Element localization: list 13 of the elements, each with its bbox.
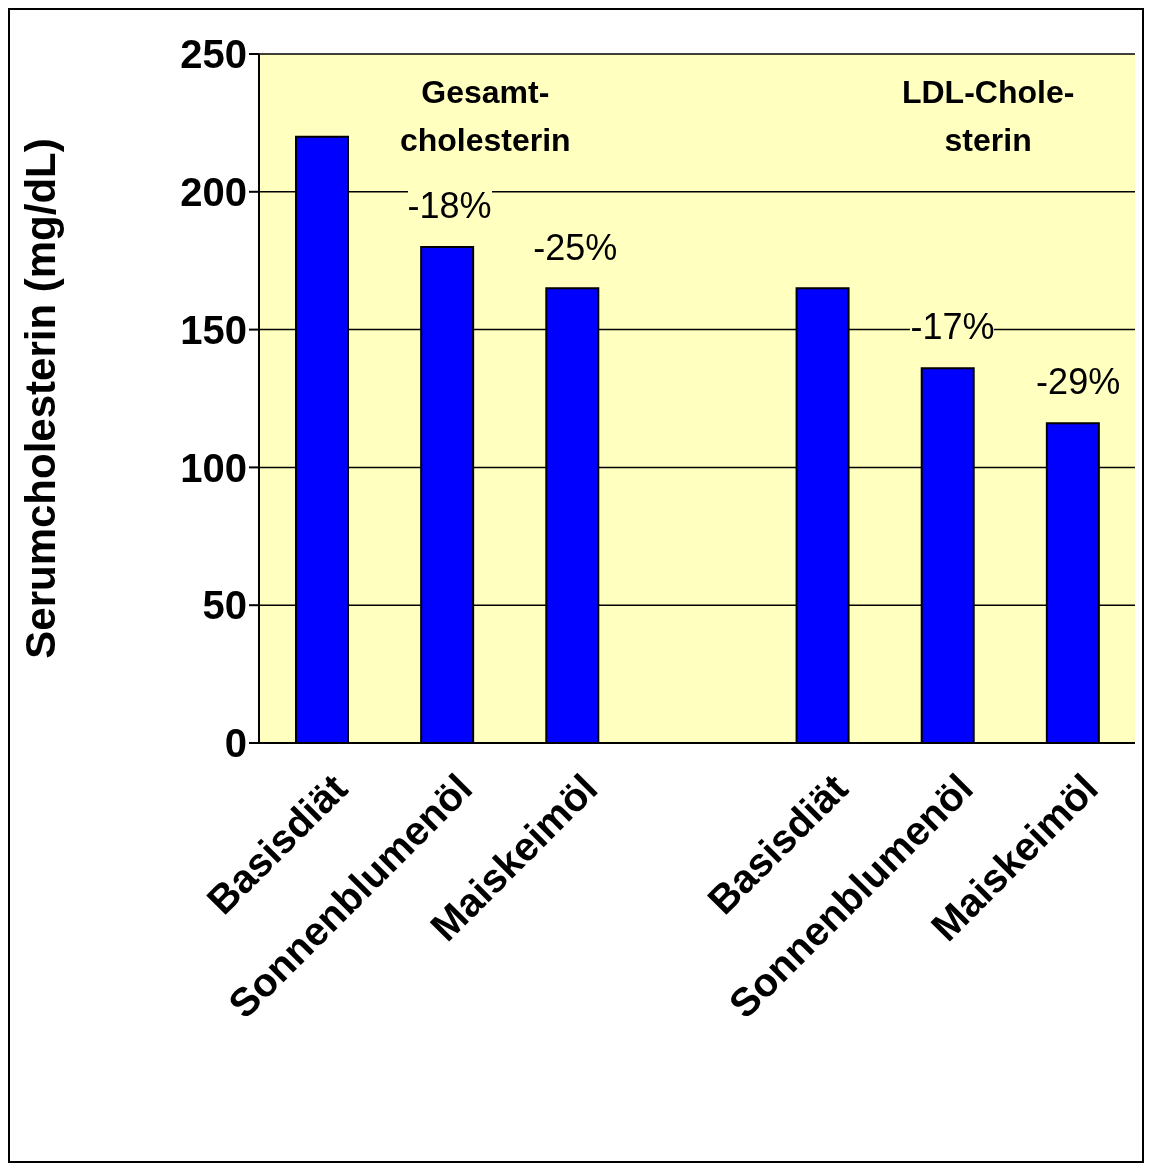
y-tick-label: 250 [180, 32, 247, 77]
annotation: -29% [1036, 360, 1121, 405]
annotation: Gesamt- cholesterin [398, 73, 572, 160]
y-tick-label: 50 [202, 583, 247, 628]
y-tick-label: 150 [180, 307, 247, 352]
y-axis-title: Serumcholesterin (mg/dL) [16, 138, 64, 659]
y-tick-label: 0 [224, 721, 247, 766]
annotation: LDL-Chole- sterin [900, 73, 1076, 160]
annotation: -18% [407, 184, 492, 229]
annotation: -17% [910, 305, 995, 350]
y-tick-label: 200 [180, 170, 247, 214]
y-tick-label: 100 [180, 445, 247, 490]
annotation: -25% [533, 225, 618, 270]
